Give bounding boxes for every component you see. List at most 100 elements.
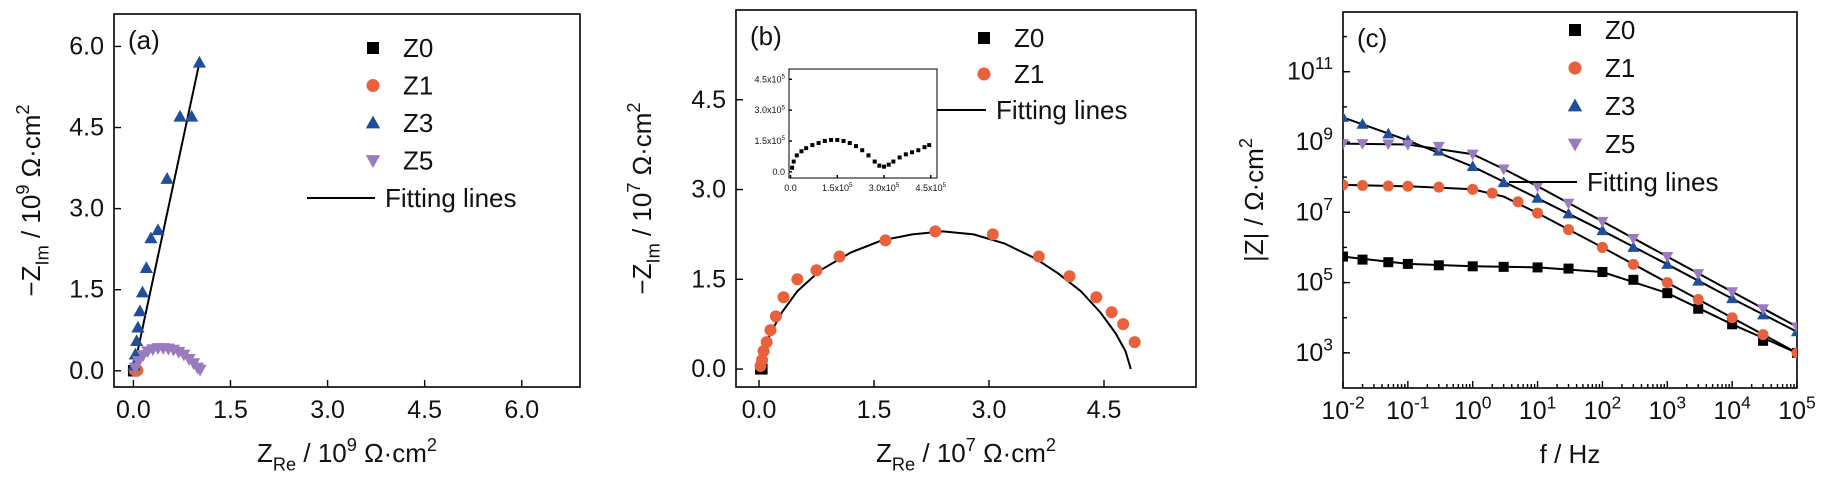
point-z1 (1433, 181, 1445, 193)
inset-point-z0 (853, 144, 858, 149)
point-z0 (1532, 262, 1543, 273)
legend-label: Z5 (403, 146, 433, 176)
point-z5 (1343, 139, 1349, 150)
inset-x-tick-label: 1.5x105​ (822, 182, 853, 193)
y-tick-label: 0.0 (69, 357, 104, 385)
point-z5 (1757, 304, 1770, 315)
point-z1 (1791, 347, 1797, 359)
legend-label: Z3 (1605, 91, 1635, 121)
x-tick-label: 3.0 (310, 396, 345, 424)
inset-point-z0 (872, 159, 877, 164)
panel-c: 10-2​ 10-1​ 100​ 101​ 102​ 103​ 104​ 105​ 103​ 10… (1236, 11, 1816, 469)
y-tick-label: 103​ (1295, 334, 1333, 367)
fitting-line (132, 62, 201, 372)
inset-point-z0 (847, 141, 852, 146)
inset-point-z0 (799, 149, 804, 154)
point-z5 (1661, 252, 1674, 263)
inset-point-z0 (829, 137, 834, 142)
x-tick-label: 0.0 (116, 396, 151, 424)
inset-point-z0 (927, 143, 932, 148)
point-z0 (1383, 257, 1394, 268)
point-z5 (1432, 141, 1445, 153)
y-tick-label: 4.5 (691, 86, 726, 114)
plot-data (1343, 111, 1797, 359)
legend-label: Z5 (1605, 129, 1635, 159)
point-z1 (1357, 179, 1369, 191)
inset-point-z0 (860, 148, 865, 153)
legend-label: Z0 (1605, 15, 1635, 45)
legend-marker-z3 (365, 115, 381, 129)
point-z1 (777, 291, 790, 304)
point-z5 (1562, 198, 1575, 210)
point-z0 (1433, 260, 1444, 271)
point-z0 (1693, 303, 1704, 314)
x-tick-label: 4.5 (1087, 396, 1122, 424)
inset-point-z0 (810, 143, 815, 148)
inset-point-z0 (891, 159, 896, 164)
point-z3 (1692, 274, 1705, 286)
x-axis-label: f / Hz (1540, 439, 1601, 469)
point-z3 (133, 304, 147, 317)
legend-label: Fitting lines (1587, 167, 1719, 197)
x-axis-label: ZRe / 109 Ω·cm2​ (257, 435, 437, 474)
inset-x-tick-label: 0.0 (784, 183, 797, 193)
point-z1 (1382, 180, 1394, 192)
point-z5 (1627, 233, 1640, 245)
legend-marker-z5 (1567, 138, 1583, 152)
point-z3 (1531, 192, 1544, 203)
point-z1 (1692, 293, 1704, 305)
point-z5 (1497, 164, 1510, 176)
point-z3 (1562, 207, 1575, 219)
point-z0 (1662, 288, 1673, 299)
inset-point-z0 (866, 153, 871, 158)
fitting-line (758, 230, 1132, 370)
inset-z0: 0.0 1.5x105​ 3.0x105​ 4.5x105​ 0.0 1.5x105​ 3.… (754, 68, 947, 193)
point-z5 (1356, 139, 1369, 150)
point-z3 (1382, 127, 1395, 139)
inset-y-tick-label: 3.0x105​ (754, 104, 785, 115)
plot-frame (735, 9, 1197, 388)
point-z1 (1726, 312, 1738, 324)
inset-point-z0 (922, 145, 927, 150)
point-z3 (1466, 160, 1479, 172)
point-z1 (1063, 270, 1076, 283)
inset-x-tick-label: 4.5x105​ (915, 182, 946, 193)
point-z3 (1497, 176, 1510, 188)
x-tick-label: 104​ (1713, 393, 1751, 426)
point-z5 (1531, 181, 1544, 193)
inset-point-z0 (897, 155, 902, 160)
inset-point-z0 (791, 159, 796, 164)
point-z0 (1467, 261, 1478, 272)
point-z1 (1343, 179, 1349, 191)
plot-data (754, 225, 1141, 375)
x-tick-label: 101​ (1519, 393, 1557, 426)
x-axis-label: ZRe / 107 Ω·cm2​ (876, 435, 1056, 474)
x-tick-label: 3.0 (972, 396, 1007, 424)
point-z1 (1402, 180, 1414, 192)
point-z1 (929, 225, 942, 238)
point-z3 (130, 334, 144, 347)
legend-marker-z0 (978, 32, 990, 44)
y-tick-label: 0.0 (691, 355, 726, 383)
point-z5 (1692, 269, 1705, 280)
point-z1 (1661, 277, 1673, 289)
point-z0 (1727, 319, 1738, 330)
y-tick-label: 1.5 (69, 276, 104, 304)
point-z1 (1563, 224, 1575, 236)
point-z3 (160, 172, 174, 184)
point-z1 (1105, 306, 1118, 319)
y-tick-label: 109​ (1295, 123, 1333, 156)
point-z1 (1596, 241, 1608, 253)
point-z3 (192, 55, 207, 68)
inset-point-z0 (877, 163, 882, 168)
inset-point-z0 (794, 153, 799, 158)
inset-point-z0 (916, 148, 921, 153)
point-z1 (1757, 329, 1769, 341)
legend-label: Z1 (1014, 59, 1044, 89)
point-z1 (1090, 291, 1103, 304)
point-z0 (1628, 274, 1639, 285)
y-tick-label: 4.5 (69, 114, 104, 142)
point-z1 (833, 250, 846, 263)
x-tick-label: 1.5 (857, 396, 892, 424)
